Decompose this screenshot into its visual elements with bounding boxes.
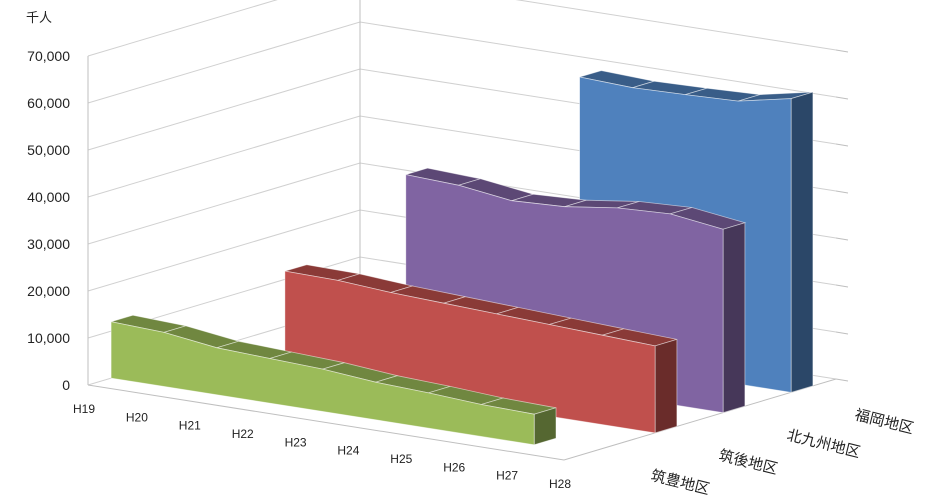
x-tick-label: H28 bbox=[549, 477, 571, 491]
y-tick-label: 50,000 bbox=[27, 142, 70, 158]
x-tick-label: H27 bbox=[496, 469, 518, 483]
unit-label: 千人 bbox=[26, 11, 52, 26]
ribbon-front bbox=[284, 270, 656, 434]
right-tick bbox=[835, 237, 849, 241]
y-tick-label: 20,000 bbox=[27, 283, 70, 299]
gridline bbox=[87, 0, 837, 57]
ribbon-side bbox=[790, 91, 814, 393]
series-label: 北九州地区 bbox=[785, 426, 862, 462]
right-tick bbox=[835, 143, 849, 147]
x-tick-label: H23 bbox=[285, 435, 307, 449]
series-label: 筑後地区 bbox=[717, 446, 780, 478]
series-ribbon bbox=[110, 314, 557, 446]
right-tick bbox=[835, 331, 849, 335]
series-ribbon bbox=[284, 264, 678, 434]
x-tick-label: H19 bbox=[73, 402, 95, 416]
y-tick-label: 0 bbox=[62, 377, 70, 393]
x-tick-label: H22 bbox=[232, 427, 254, 441]
y-tick-label: 10,000 bbox=[27, 330, 70, 346]
ribbon-side bbox=[722, 222, 746, 414]
x-tick-labels: H19 H20 H21 H22 H23 H24 H25 H26 H27 H28 bbox=[73, 402, 571, 491]
right-tick bbox=[835, 284, 849, 288]
x-tick-label: H20 bbox=[126, 410, 148, 424]
y-tick-label: 70,000 bbox=[27, 48, 70, 64]
ribbon-front bbox=[110, 321, 535, 446]
right-tick bbox=[835, 190, 849, 194]
series-label: 筑豊地区 bbox=[649, 466, 712, 498]
x-tick-label: H24 bbox=[337, 444, 359, 458]
y-tick-label: 30,000 bbox=[27, 236, 70, 252]
y-tick-labels: 0 10,000 20,000 30,000 40,000 50,000 60,000 70,… bbox=[27, 48, 70, 393]
ribbons bbox=[110, 70, 814, 446]
right-tick bbox=[835, 49, 849, 53]
y-tick-label: 40,000 bbox=[27, 189, 70, 205]
floor-edge bbox=[87, 378, 837, 461]
right-tick bbox=[835, 96, 849, 100]
x-tick-label: H25 bbox=[390, 452, 412, 466]
right-tick bbox=[835, 378, 849, 382]
ribbon-side bbox=[654, 338, 678, 434]
series-label: 福岡地区 bbox=[853, 406, 916, 438]
x-tick-label: H26 bbox=[443, 460, 465, 474]
x-tick-label: H21 bbox=[179, 419, 201, 433]
y-tick-label: 60,000 bbox=[27, 95, 70, 111]
ribbon-side bbox=[533, 407, 557, 446]
gridlines bbox=[87, 0, 849, 461]
